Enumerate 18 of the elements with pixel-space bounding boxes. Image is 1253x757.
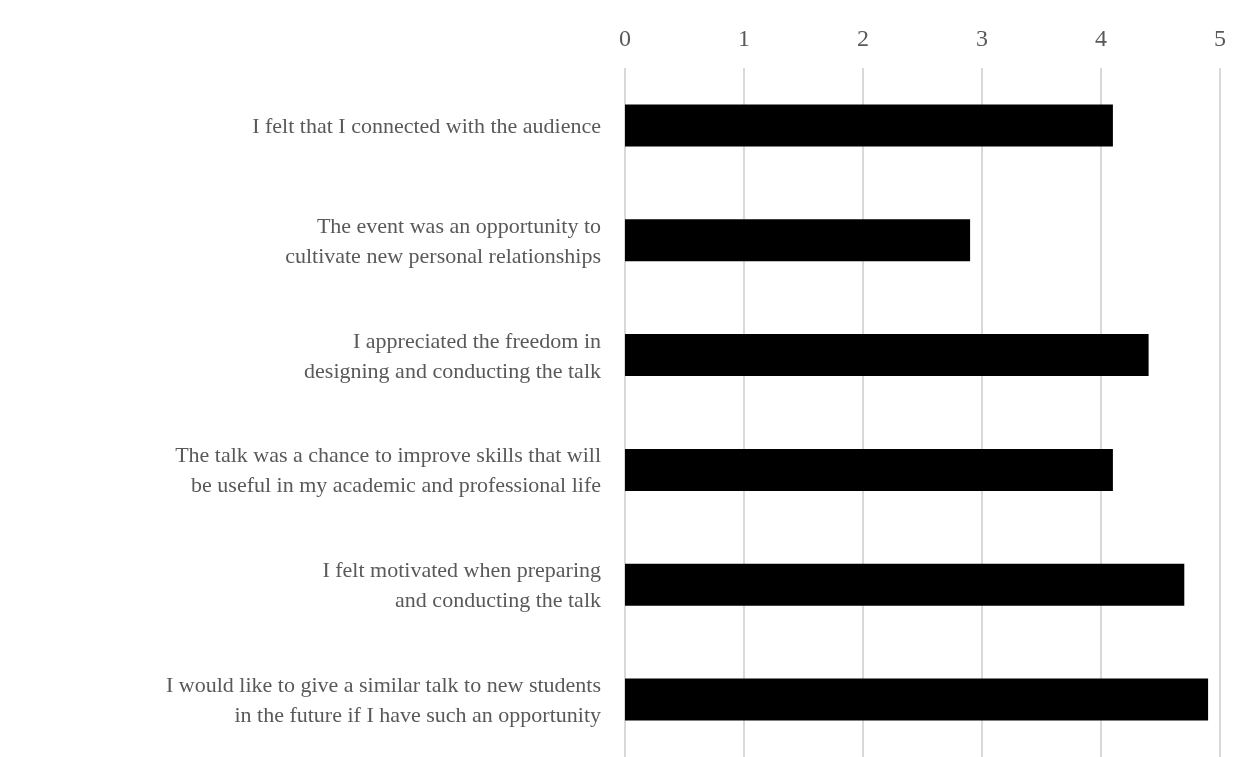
bar <box>625 563 1185 606</box>
x-tick-label: 1 <box>738 25 750 51</box>
y-tick-label: I felt motivated when preparing and conducting the talk <box>322 557 601 613</box>
y-tick-label: I would like to give a similar talk to new students in the future if I have such an opportunity <box>165 672 601 728</box>
x-tick-label: 3 <box>976 25 988 51</box>
x-tick-label: 4 <box>1095 25 1107 51</box>
x-tick-label: 5 <box>1214 25 1226 51</box>
bar <box>625 219 971 262</box>
y-tick-label: The talk was a chance to improve skills that will be useful in my academic and professional life <box>175 442 601 498</box>
y-tick-label: The event was an opportunity to cultivate new personal relationships <box>285 212 601 268</box>
bar <box>625 334 1149 377</box>
y-tick-label: I felt that I connected with the audience <box>252 112 601 138</box>
bar <box>625 104 1113 147</box>
x-tick-label: 0 <box>619 25 631 51</box>
y-tick-label: I appreciated the freedom in designing and conducting the talk <box>304 327 601 383</box>
bar <box>625 678 1209 721</box>
bar <box>625 448 1113 491</box>
x-tick-label: 2 <box>857 25 869 51</box>
